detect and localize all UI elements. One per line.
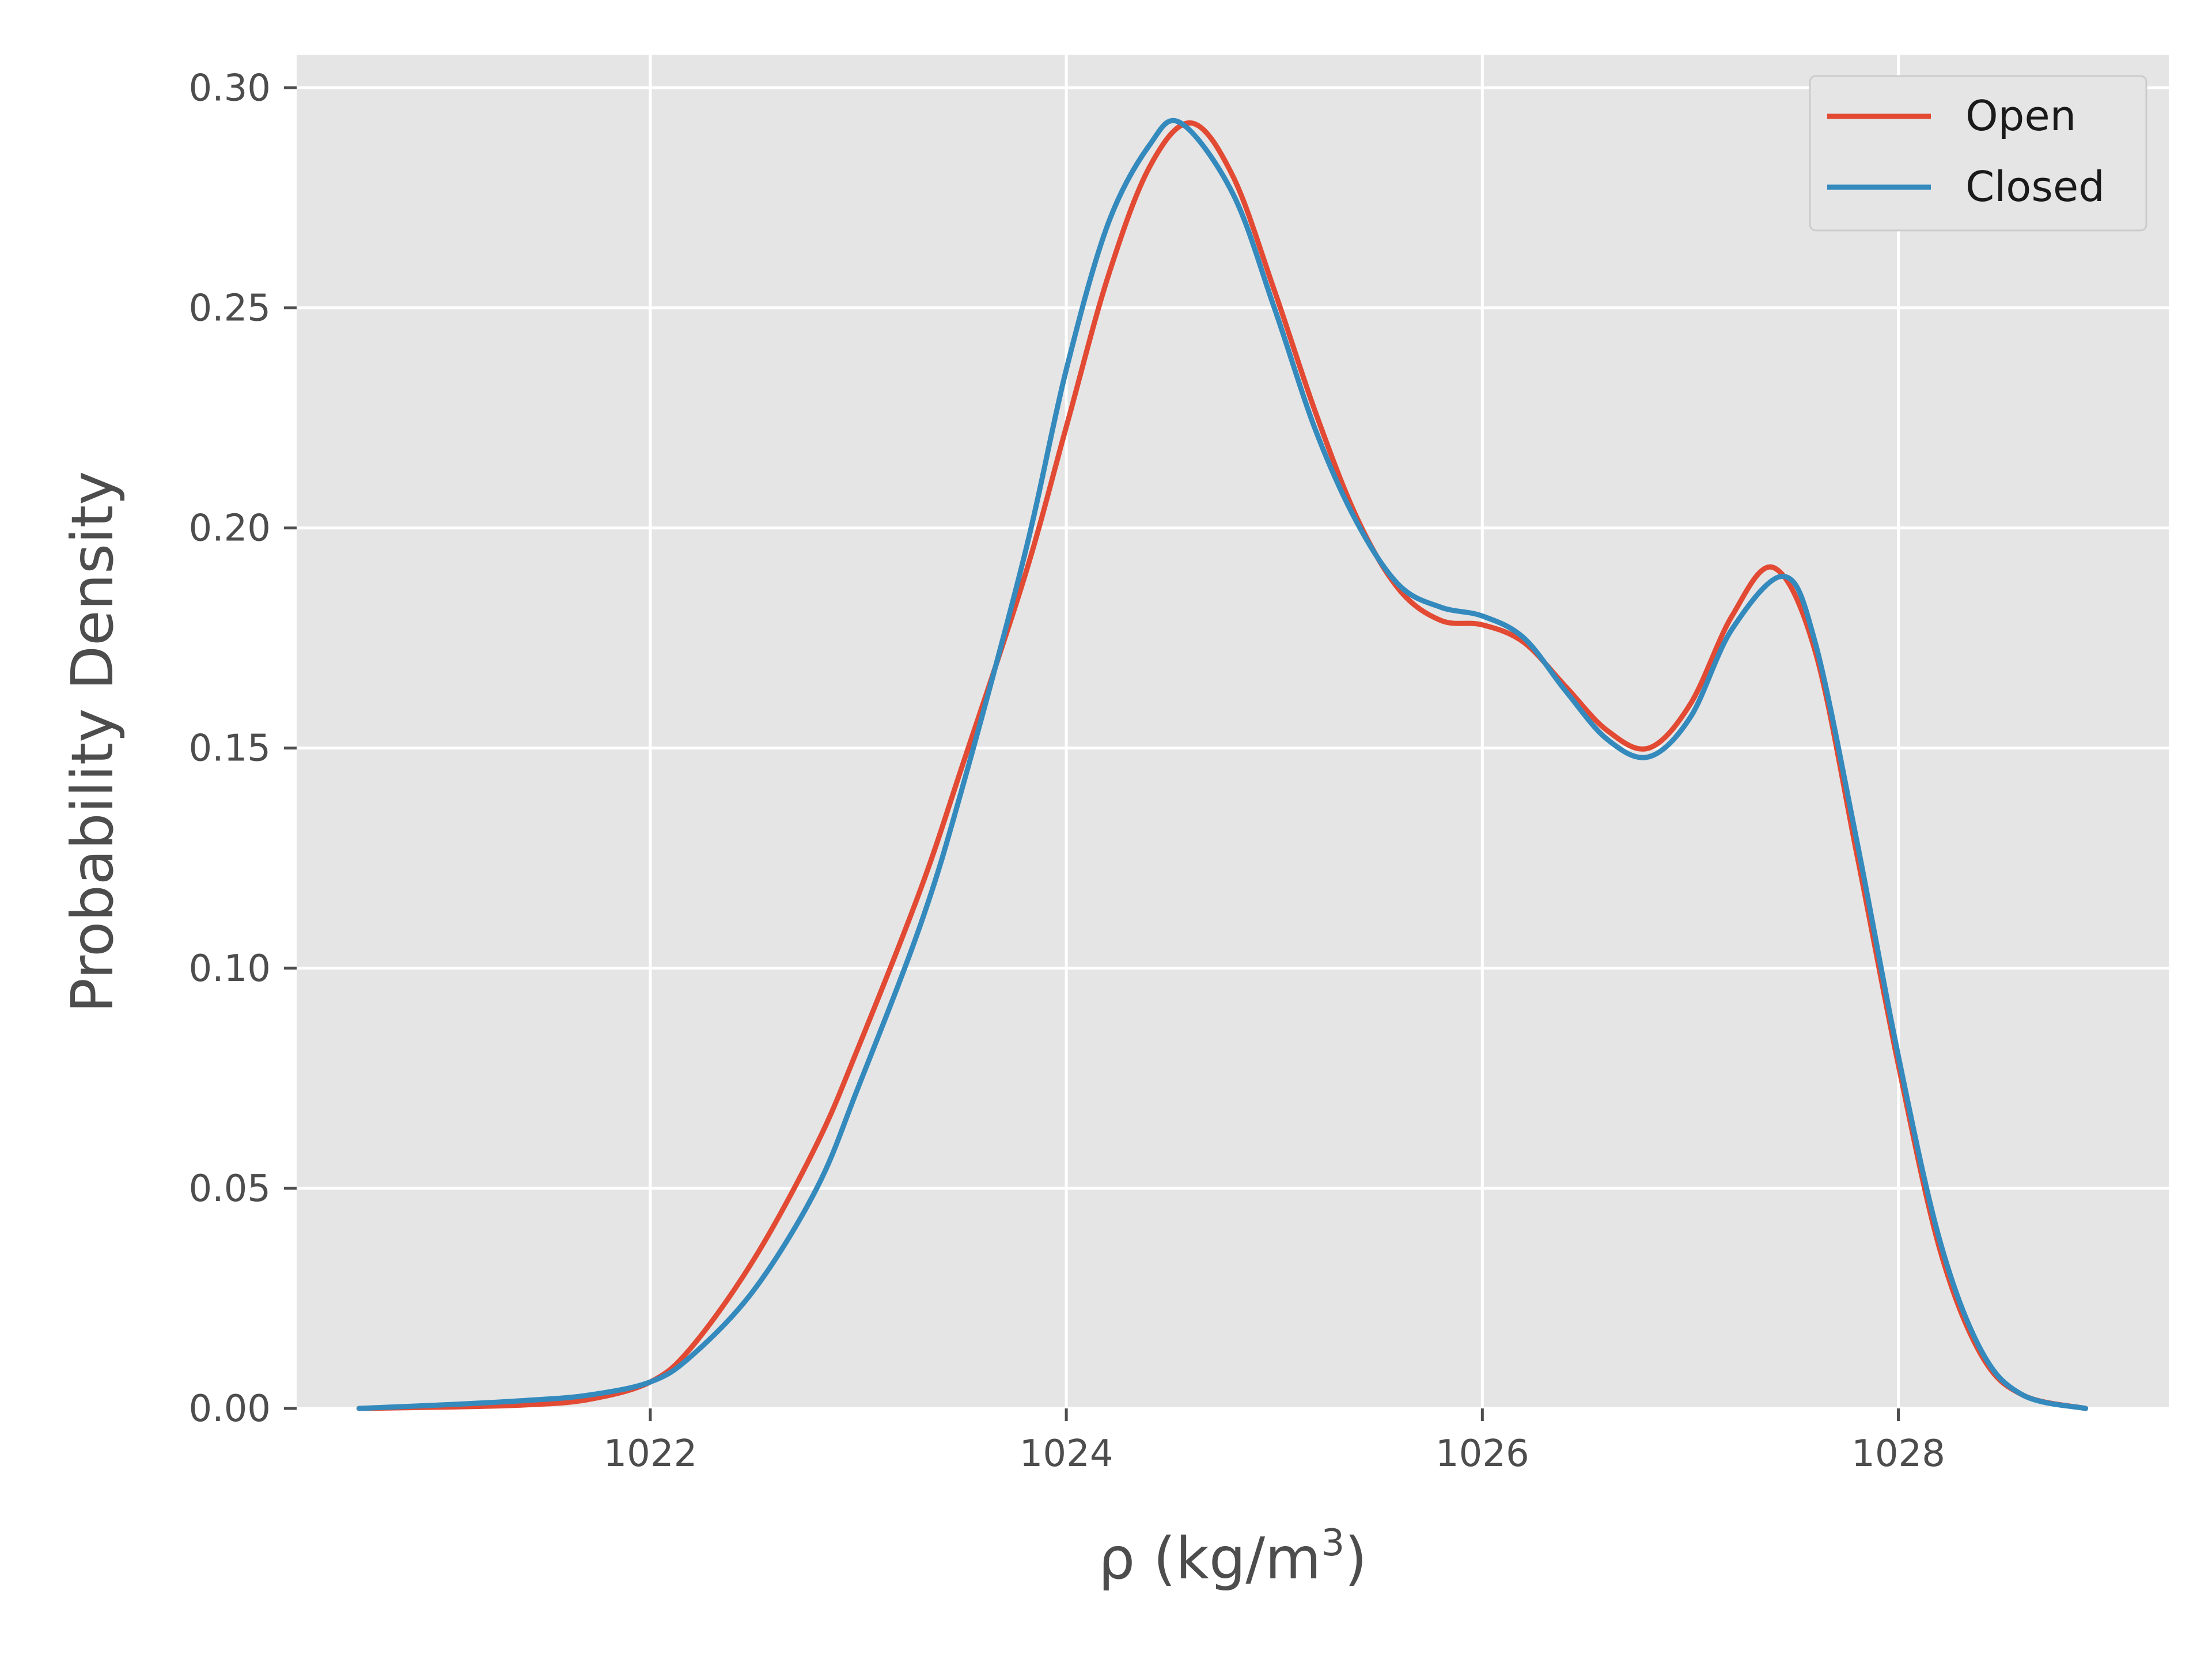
legend: Open Closed (1809, 75, 2147, 232)
x-axis-ticks: 1022 1024 1026 1028 (603, 1408, 1945, 1475)
x-axis-label-close: ) (1344, 1525, 1367, 1592)
y-tick-label: 0.05 (189, 1168, 271, 1210)
series-line-closed (356, 118, 2089, 1411)
x-tick-label: 1028 (1851, 1433, 1945, 1475)
legend-label-closed: Closed (1965, 162, 2105, 211)
x-axis-label-superscript: 3 (1321, 1522, 1345, 1565)
y-tick-label: 0.20 (189, 507, 271, 550)
x-axis-label: ρ (kg/m3) (1099, 1522, 1368, 1592)
y-tick-label: 0.00 (189, 1388, 271, 1430)
x-tick-label: 1026 (1435, 1433, 1529, 1475)
y-axis-ticks: 0.00 0.05 0.10 0.15 0.20 0.25 0.30 (189, 67, 297, 1430)
series-lines (356, 118, 2089, 1411)
y-axis-label: Probability Density (59, 471, 126, 1013)
y-tick-label: 0.10 (189, 948, 271, 990)
y-tick-label: 0.30 (189, 67, 271, 109)
x-axis-label-main: ρ (kg/m (1099, 1525, 1321, 1592)
y-tick-label: 0.15 (189, 728, 271, 770)
x-tick-label: 1022 (603, 1433, 697, 1475)
legend-label-open: Open (1965, 92, 2076, 140)
x-tick-label: 1024 (1020, 1433, 1113, 1475)
plot-area (297, 55, 2169, 1408)
y-tick-label: 0.25 (189, 287, 271, 329)
